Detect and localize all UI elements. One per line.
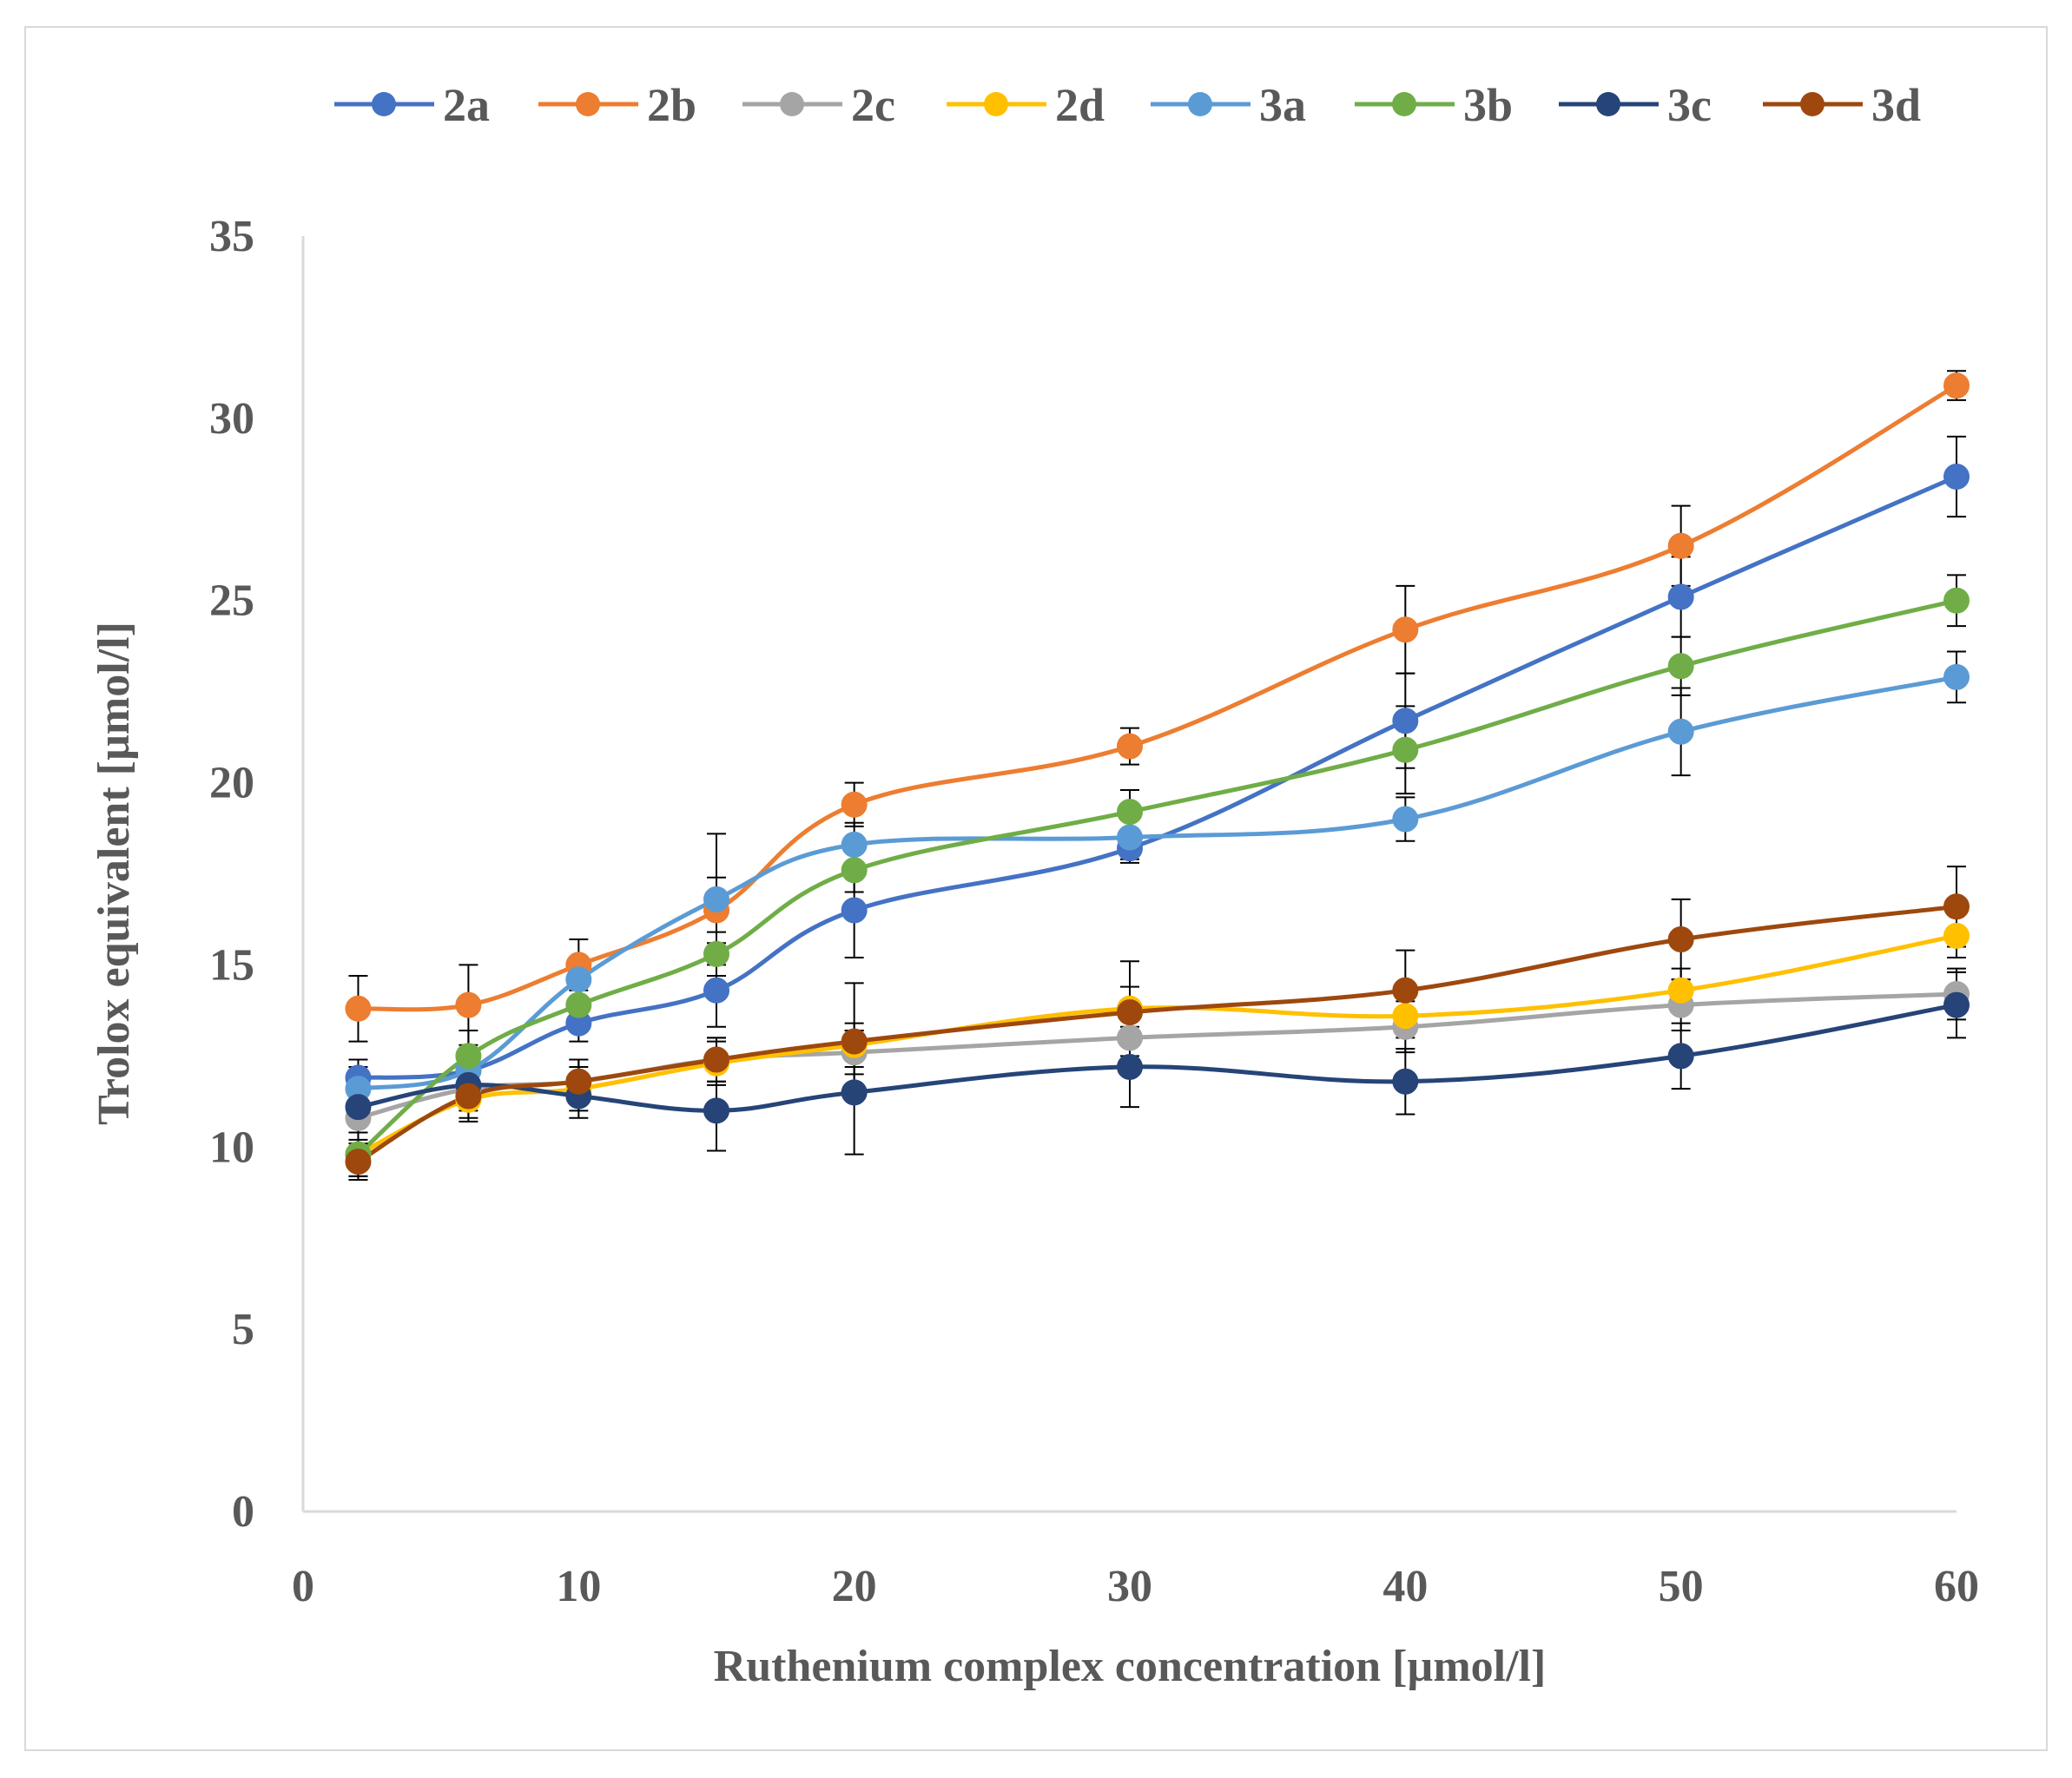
y-tick-label: 0 (232, 1487, 254, 1537)
x-tick-label: 50 (1659, 1562, 1704, 1611)
data-point-3d (345, 1149, 372, 1175)
data-point-3a (1392, 806, 1419, 833)
data-point-2b (345, 995, 372, 1022)
data-point-3b (841, 857, 868, 884)
x-tick-label: 10 (556, 1562, 601, 1611)
data-point-2b (1667, 532, 1694, 559)
data-point-2d (1943, 922, 1970, 949)
data-point-3b (703, 940, 729, 967)
data-point-3c (841, 1079, 868, 1106)
series-line-2b (358, 383, 1958, 1012)
x-tick-label: 60 (1934, 1562, 1979, 1611)
data-point-3c (345, 1094, 372, 1121)
y-tick-label: 35 (209, 212, 254, 261)
error-bars (348, 370, 1966, 1182)
legend-label-2b: 2b (647, 79, 696, 131)
series-lines (356, 383, 1958, 1164)
data-point-2b (1392, 616, 1419, 643)
data-point-2b (1943, 372, 1970, 399)
x-tick-label: 0 (292, 1562, 314, 1611)
legend-label-2d: 2d (1055, 79, 1105, 131)
data-point-2b (841, 791, 868, 818)
y-tick-label: 30 (209, 394, 254, 444)
series-line-3c (357, 1003, 1957, 1113)
y-tick-label: 15 (209, 940, 254, 990)
data-point-2a (703, 977, 729, 1004)
data-point-3b (565, 991, 592, 1018)
data-point-3c (1667, 1043, 1694, 1070)
y-tick-label: 20 (209, 759, 254, 808)
data-point-3a (1667, 718, 1694, 745)
legend-label-2c: 2c (851, 79, 895, 131)
legend-marker-3c (1596, 92, 1620, 116)
data-point-3d (703, 1046, 729, 1073)
data-point-3d (841, 1028, 868, 1055)
x-tick-label: 40 (1382, 1562, 1428, 1611)
legend-label-3b: 3b (1463, 79, 1513, 131)
data-point-2b (1117, 733, 1143, 760)
data-point-3a (1943, 663, 1970, 690)
data-markers (345, 372, 1970, 1175)
legend-marker-2b (576, 92, 600, 116)
legend-label-3a: 3a (1259, 79, 1306, 131)
data-point-3d (1667, 926, 1694, 953)
data-point-3d (565, 1068, 592, 1095)
data-point-3b (455, 1043, 482, 1070)
y-tick-label: 5 (232, 1305, 254, 1354)
legend-marker-3a (1188, 92, 1212, 116)
chart-frame (24, 26, 2048, 1751)
data-point-2d (1392, 1003, 1419, 1030)
data-point-3d (1117, 998, 1143, 1025)
legend-label-3c: 3c (1667, 79, 1712, 131)
legend-label-3d: 3d (1871, 79, 1921, 131)
data-point-3a (841, 831, 868, 858)
x-tick-labels: 0 10 20 30 40 50 60 (292, 1562, 1979, 1611)
data-point-3d (1392, 977, 1419, 1004)
data-point-2b (455, 991, 482, 1018)
legend-marker-2c (780, 92, 804, 116)
data-point-3c (1943, 991, 1970, 1018)
data-point-3d (455, 1083, 482, 1110)
data-point-3a (1117, 824, 1143, 851)
y-tick-label: 10 (209, 1123, 254, 1172)
x-tick-label: 20 (832, 1562, 877, 1611)
data-point-2a (1667, 583, 1694, 610)
series-line-2a (358, 474, 1957, 1081)
data-point-3a (565, 966, 592, 993)
data-point-3c (703, 1097, 729, 1124)
data-point-2a (841, 897, 868, 924)
series-line-3d (357, 904, 1957, 1164)
data-point-2a (1943, 464, 1970, 491)
x-axis-title: Ruthenium complex concentration [µmol/l] (714, 1642, 1547, 1691)
data-point-3b (1117, 799, 1143, 826)
data-point-3c (1117, 1053, 1143, 1080)
y-axis-title: Trolox equivalent [µmol/l] (89, 622, 139, 1125)
y-tick-labels: 0 5 10 15 20 25 30 35 (209, 212, 254, 1537)
data-point-3c (1392, 1068, 1419, 1095)
legend-marker-3d (1800, 92, 1825, 116)
data-point-3d (1943, 893, 1970, 920)
x-tick-label: 30 (1107, 1562, 1152, 1611)
y-tick-label: 25 (209, 576, 254, 626)
series-line-3b (356, 598, 1957, 1156)
data-point-3b (1667, 653, 1694, 680)
legend: 2a 2b 2c 2d 3a 3b 3c 3d (334, 79, 1921, 131)
data-point-2d (1667, 977, 1694, 1004)
legend-label-2a: 2a (443, 79, 490, 131)
legend-marker-2d (984, 92, 1008, 116)
legend-marker-3b (1392, 92, 1416, 116)
data-point-2c (1117, 1024, 1143, 1051)
data-point-3b (1392, 736, 1419, 763)
data-point-3a (703, 886, 729, 912)
axes (301, 236, 1957, 1513)
data-point-3b (1943, 587, 1970, 614)
data-point-2a (1392, 708, 1419, 734)
legend-marker-2a (372, 92, 396, 116)
